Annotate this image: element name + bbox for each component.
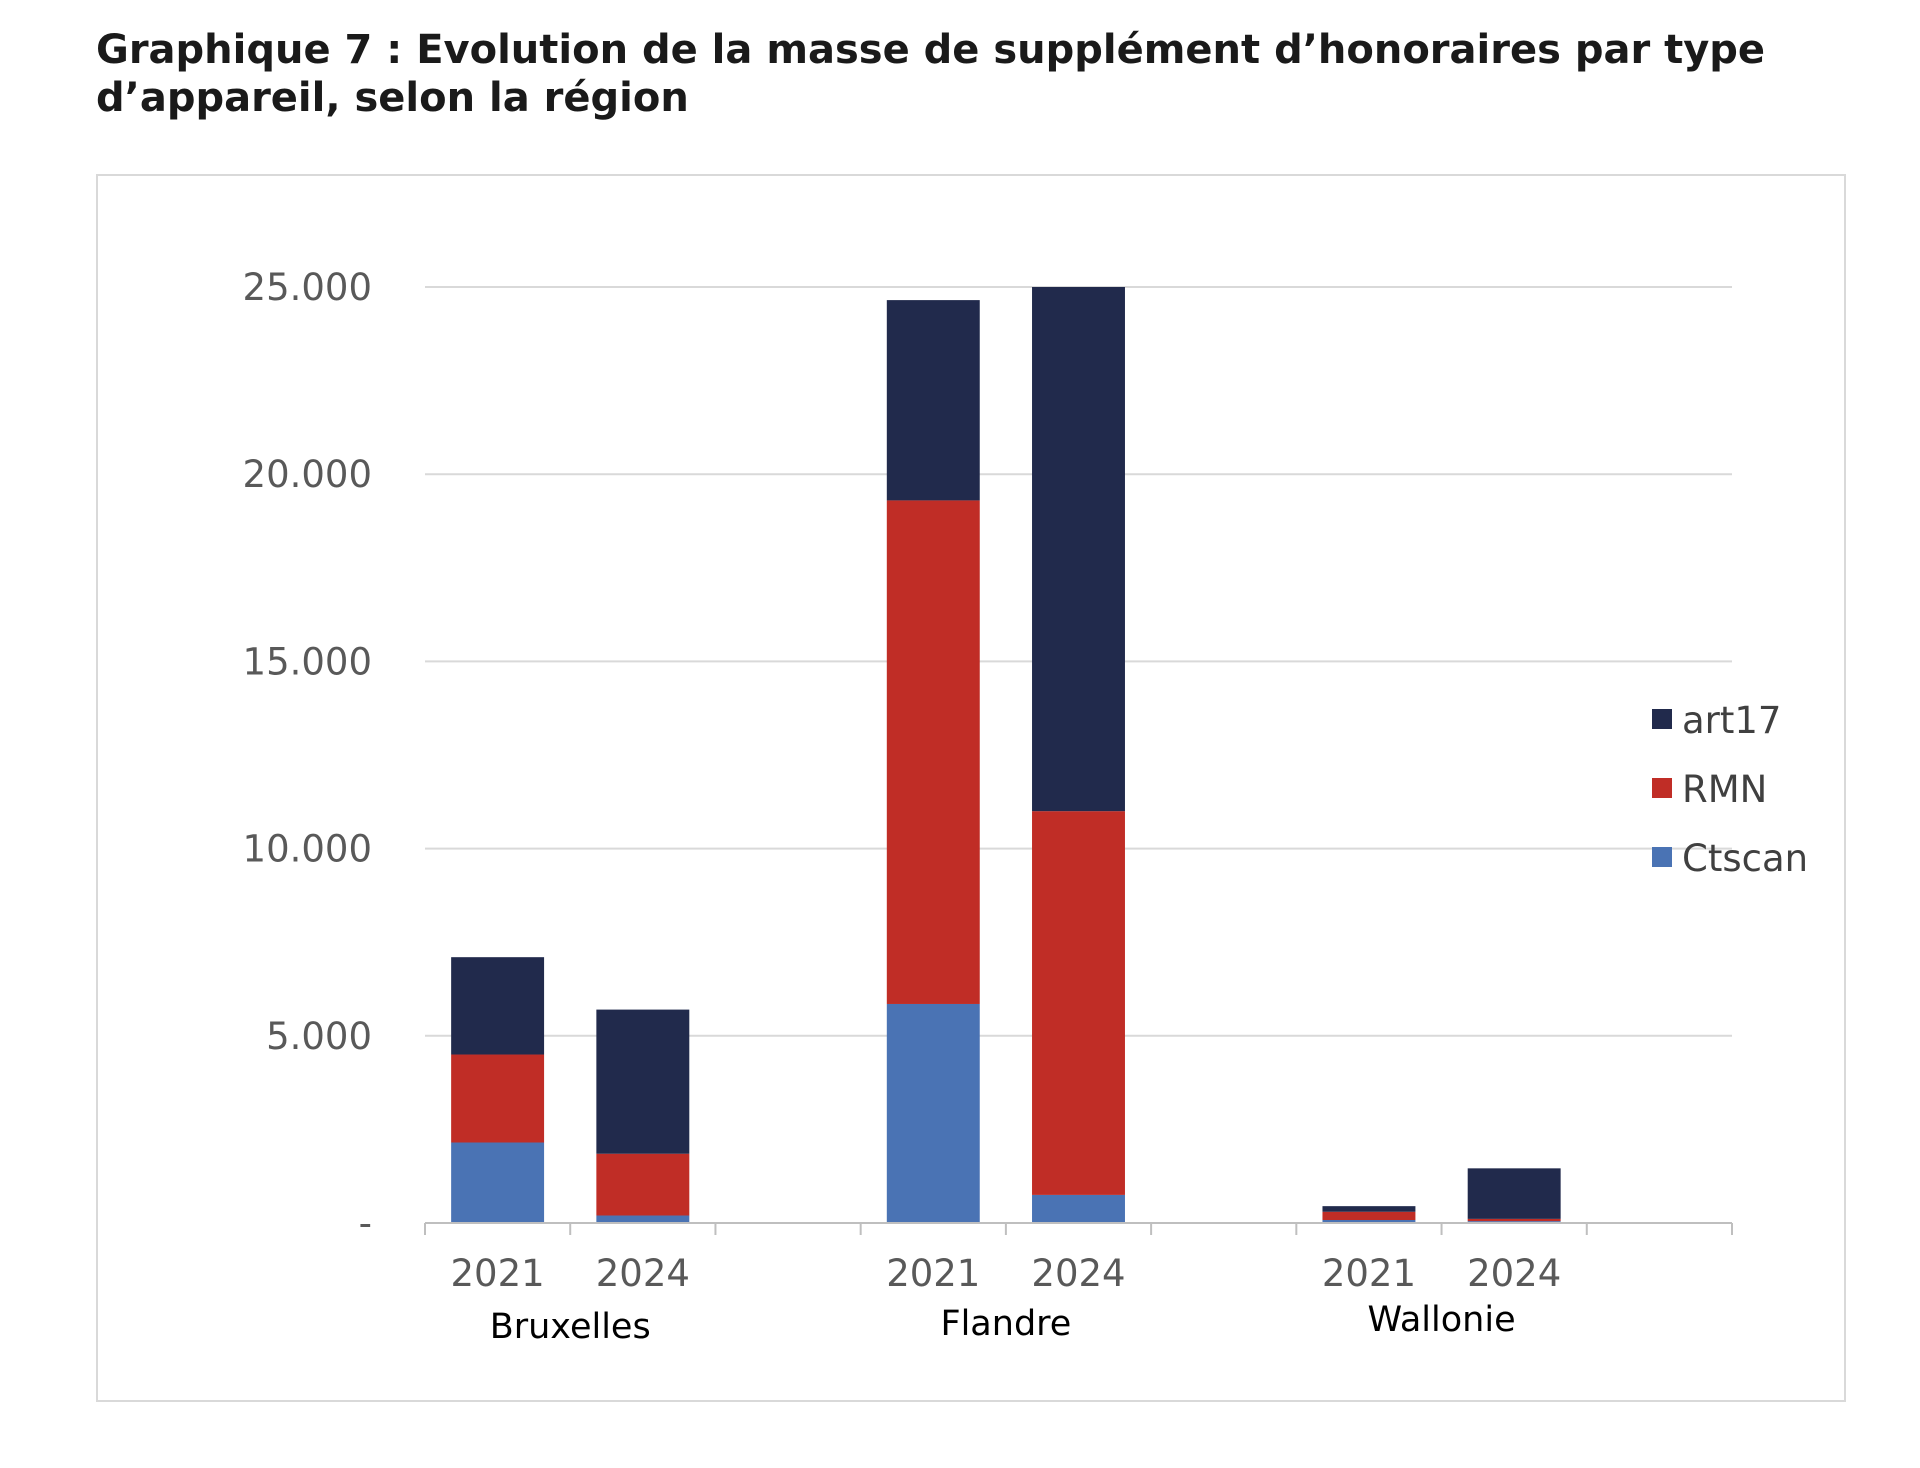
legend-label-rmn: RMN: [1682, 768, 1767, 811]
bar-segment-rmn-wallonie-2024: [1467, 1218, 1561, 1222]
x-tick-label: 2024: [596, 1252, 690, 1295]
group-label-wallonie: Wallonie: [1367, 1300, 1515, 1340]
legend-label-art17: art17: [1682, 699, 1781, 742]
bars: [451, 287, 1561, 1223]
chart-title: Graphique 7 : Evolution de la masse de s…: [96, 27, 1766, 121]
bar-segment-ctscan-bruxelles-2021: [451, 1142, 545, 1223]
y-axis-tick-labels: - 5.000 10.000 15.000 20.000 25.000: [243, 266, 372, 1245]
legend-label-ctscan: Ctscan: [1682, 837, 1808, 880]
y-tick-label: -: [359, 1202, 372, 1245]
x-axis: [424, 1222, 1733, 1235]
bar-segment-rmn-flandre-2021: [886, 500, 980, 1004]
legend: art17 RMN Ctscan: [1652, 699, 1808, 880]
bar-segment-art17-flandre-2021: [886, 300, 980, 501]
y-tick-label: 25.000: [243, 266, 372, 309]
group-label-flandre: Flandre: [940, 1304, 1071, 1344]
x-tick-label: 2021: [886, 1252, 980, 1295]
bar-segment-rmn-bruxelles-2024: [596, 1153, 690, 1216]
group-labels: Bruxelles Flandre Wallonie: [490, 1300, 1516, 1347]
y-tick-label: 10.000: [243, 828, 372, 871]
chart-frame: -5.000 10.000 15.000 20.000 25.000 2021 2024 2…: [96, 174, 1846, 1402]
legend-swatch-rmn: [1652, 778, 1672, 798]
bar-segment-art17-bruxelles-2024: [596, 1009, 690, 1154]
bar-segment-ctscan-wallonie-2021: [1322, 1220, 1416, 1223]
bar-segment-art17-wallonie-2024: [1467, 1168, 1561, 1219]
bar-segment-ctscan-flandre-2021: [886, 1003, 980, 1223]
legend-swatch-ctscan: [1652, 847, 1672, 867]
x-tick-label: 2021: [451, 1252, 545, 1295]
x-axis-tick-labels: 2021 2024 2021 2024 2021 2024: [451, 1252, 1562, 1295]
x-tick-label: 2021: [1322, 1252, 1416, 1295]
x-tick-label: 2024: [1031, 1252, 1125, 1295]
bar-segment-art17-flandre-2024: [1032, 287, 1125, 812]
bar-segment-art17-wallonie-2021: [1322, 1206, 1416, 1212]
x-tick-label: 2024: [1467, 1252, 1561, 1295]
y-tick-label: 20.000: [243, 453, 372, 496]
y-tick-label: 15.000: [243, 640, 372, 683]
bar-segment-ctscan-bruxelles-2024: [596, 1215, 690, 1223]
bar-segment-rmn-bruxelles-2021: [451, 1054, 545, 1143]
bar-segment-rmn-wallonie-2021: [1322, 1211, 1416, 1221]
bar-segment-ctscan-flandre-2024: [1032, 1194, 1125, 1223]
y-tick-label: 5.000: [266, 1015, 372, 1058]
bar-segment-rmn-flandre-2024: [1032, 811, 1125, 1195]
group-label-bruxelles: Bruxelles: [490, 1307, 651, 1347]
bar-segment-art17-bruxelles-2021: [451, 957, 545, 1055]
legend-swatch-art17: [1652, 709, 1672, 729]
